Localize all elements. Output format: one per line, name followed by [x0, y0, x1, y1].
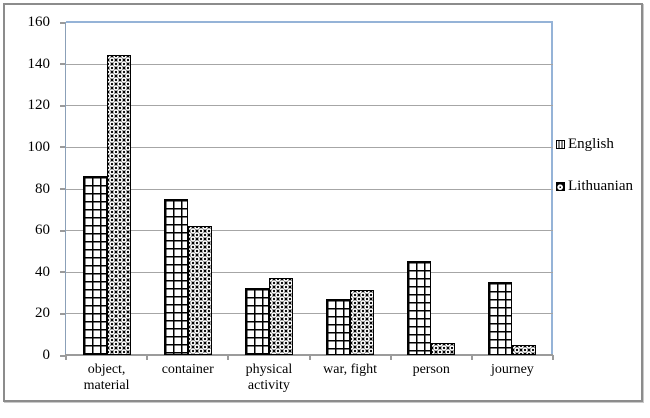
category-label: journey — [491, 362, 534, 377]
y-axis-tick-label: 100 — [27, 138, 51, 155]
gridline — [66, 146, 553, 148]
legend-label-lithuanian: Lithuanian — [568, 178, 633, 194]
bar-lithuanian-war-fight — [350, 290, 375, 355]
y-axis-tick-label: 80 — [35, 180, 50, 197]
bar-chart: English Lithuanian 0 20 40 60 80 100 120 140 160… — [5, 5, 641, 400]
y-axis-tick — [60, 188, 66, 190]
bar-english-physical-activity — [244, 288, 269, 355]
bar-english-war-fight — [326, 298, 351, 355]
bar-lithuanian-physical-activity — [268, 277, 293, 355]
gridline — [66, 313, 553, 315]
y-axis-tick-label: 0 — [42, 347, 51, 363]
x-axis-tick — [146, 355, 149, 360]
legend-item-english: English — [556, 136, 633, 152]
bar-lithuanian-container — [187, 225, 212, 355]
y-axis-tick — [60, 63, 66, 66]
y-axis-line — [64, 22, 66, 355]
y-axis-tick — [60, 229, 66, 232]
category-label: person — [412, 362, 450, 377]
y-axis-tick-label: 60 — [35, 222, 50, 239]
x-axis-tick — [552, 355, 554, 360]
bar-english-container — [163, 198, 188, 355]
lithuanian-series-swatch-icon — [556, 181, 565, 191]
category-label: physical activity — [245, 362, 293, 393]
x-axis-tick — [227, 355, 230, 360]
chart-figure: English Lithuanian 0 20 40 60 80 100 120 140 160… — [3, 3, 643, 402]
y-axis-tick — [60, 312, 66, 315]
legend: English Lithuanian — [556, 136, 633, 194]
y-axis-tick-label: 20 — [35, 305, 50, 322]
gridline — [66, 230, 553, 232]
y-axis-tick-label: 40 — [35, 263, 50, 280]
x-axis-tick — [470, 355, 473, 360]
y-axis-tick — [60, 146, 66, 149]
plot-area — [66, 21, 553, 355]
bar-english-person — [407, 261, 432, 355]
category-label: war, fight — [323, 362, 378, 377]
category-label: container — [161, 362, 214, 377]
gridline — [66, 63, 553, 65]
legend-item-lithuanian: Lithuanian — [556, 178, 633, 194]
category-label: object, material — [83, 362, 130, 393]
bar-english-journey — [488, 282, 513, 355]
x-axis-tick — [308, 355, 311, 360]
y-axis-tick-label: 160 — [27, 14, 51, 30]
bar-lithuanian-person — [431, 342, 456, 355]
x-axis-tick — [65, 355, 67, 360]
english-series-swatch-icon — [556, 139, 565, 149]
y-axis-tick-label: 120 — [27, 97, 51, 114]
x-axis-tick — [389, 355, 392, 360]
gridline — [66, 188, 553, 190]
y-axis-tick-label: 140 — [27, 55, 51, 72]
legend-label-english: English — [568, 136, 614, 152]
y-axis-tick — [60, 21, 66, 24]
y-axis-tick — [60, 354, 66, 357]
gridline — [66, 271, 553, 273]
y-axis-tick — [60, 271, 66, 274]
bar-lithuanian-object-material — [106, 55, 131, 355]
y-axis-tick — [60, 104, 66, 107]
gridline — [66, 105, 553, 107]
bar-lithuanian-journey — [512, 344, 537, 355]
bar-english-object-material — [82, 176, 107, 355]
